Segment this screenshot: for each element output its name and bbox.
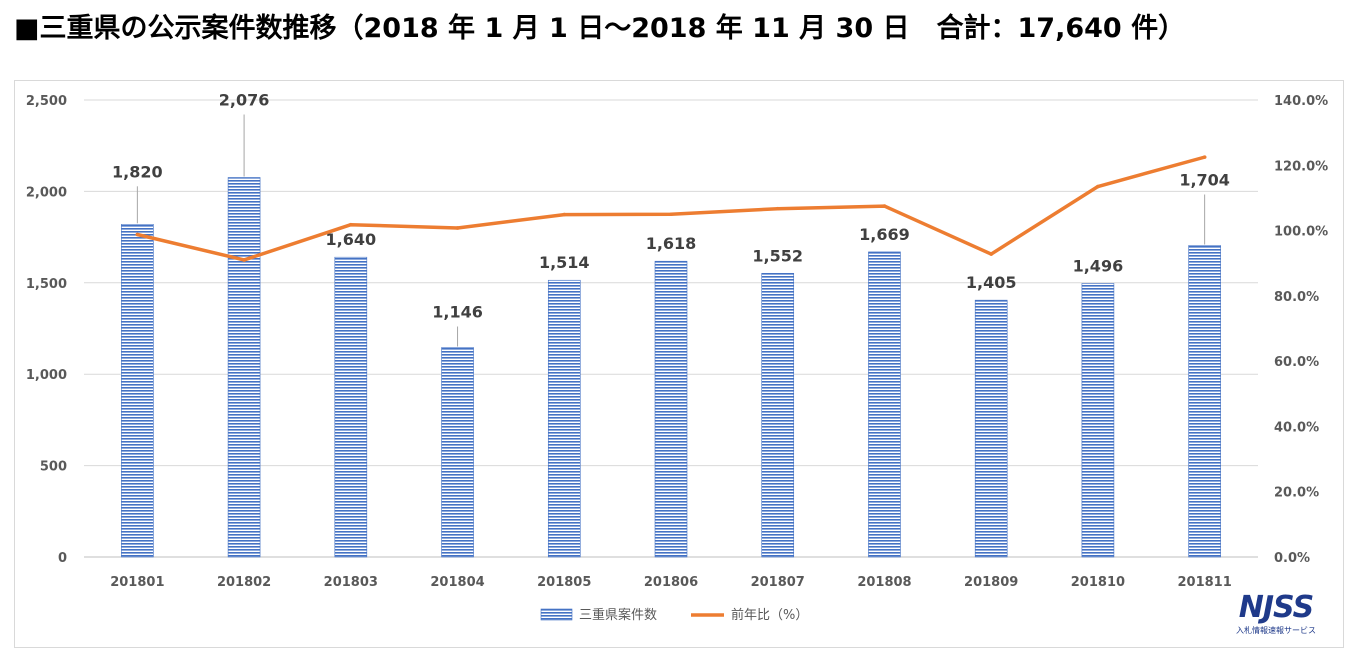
bar (227, 177, 261, 558)
chart-frame (14, 80, 1344, 648)
bar-value-label: 2,076 (219, 91, 270, 110)
bar (121, 224, 154, 558)
bar-value-label: 1,669 (859, 225, 910, 244)
bar (761, 272, 795, 558)
y-right-tick-label: 20.0% (1274, 486, 1319, 501)
line-point (669, 212, 673, 217)
bar (974, 299, 1008, 558)
x-tick-label: 201803 (324, 575, 378, 590)
y-right-tick-label: 0.0% (1274, 551, 1310, 566)
bar-value-label: 1,552 (752, 246, 803, 265)
bar-value-label: 1,405 (966, 273, 1017, 292)
y-right-tick-label: 40.0% (1274, 420, 1319, 435)
left-axis: 0 500 1,000 1,500 2,000 2,500 (26, 94, 67, 566)
y-left-tick-label: 2,500 (26, 94, 67, 109)
x-tick-label: 201805 (537, 575, 591, 590)
y-right-tick-label: 120.0% (1274, 159, 1328, 174)
label-leader-lines (136, 114, 1206, 347)
bar-value-label: 1,640 (326, 230, 377, 249)
x-axis: 201801 201802 201803 201804 201805 201806 2018… (110, 575, 1232, 590)
line-point (349, 222, 353, 227)
bar (334, 256, 368, 558)
bar-value-label: 1,618 (646, 234, 697, 253)
y-left-tick-label: 0 (58, 551, 67, 566)
bar-value-label: 1,820 (112, 162, 163, 181)
x-tick-label: 201804 (430, 575, 484, 590)
y-left-tick-label: 500 (40, 460, 67, 475)
bar (547, 279, 581, 558)
bar (1081, 283, 1115, 558)
line-point (1096, 184, 1100, 189)
line-point (1202, 155, 1207, 159)
bar-value-label: 1,146 (432, 303, 483, 322)
x-tick-label: 201806 (644, 575, 698, 590)
njss-logo: NJSS 入札情報速報サービス (1222, 592, 1330, 644)
logo-subtitle: 入札情報速報サービス (1236, 626, 1316, 635)
x-tick-label: 201810 (1071, 575, 1125, 590)
line-point (562, 212, 567, 217)
bar-series (121, 177, 1221, 558)
bar-value-label: 1,704 (1179, 171, 1230, 190)
x-tick-label: 201811 (1177, 575, 1231, 590)
line-point (135, 232, 140, 237)
page-title: ■三重県の公示案件数推移（2018 年 1 月 1 日～2018 年 11 月 … (14, 13, 1186, 44)
line-series (135, 155, 1207, 262)
legend-label: 前年比（%） (731, 607, 808, 623)
right-axis: 0.0% 20.0% 40.0% 60.0% 80.0% 100.0% 120.0% 140.… (1274, 94, 1328, 566)
legend-label: 三重県案件数 (579, 607, 657, 623)
bar (441, 347, 474, 558)
x-tick-label: 201802 (217, 575, 271, 590)
x-tick-label: 201809 (964, 575, 1018, 590)
line-point (989, 252, 993, 256)
x-tick-label: 201801 (110, 575, 164, 590)
y-left-tick-label: 2,000 (26, 185, 67, 200)
line-point (775, 206, 780, 211)
line-point (455, 226, 460, 230)
y-right-tick-label: 80.0% (1274, 290, 1319, 305)
bar-value-label: 1,496 (1073, 257, 1124, 276)
data-labels: 1,820 2,076 1,640 1,146 1,514 1,618 1,552 1,669… (112, 91, 1230, 322)
bar (1188, 245, 1221, 558)
line-point (882, 204, 887, 208)
y-left-tick-label: 1,000 (26, 368, 67, 383)
bar-value-label: 1,514 (539, 253, 590, 272)
legend: 三重県案件数 前年比（%） (540, 607, 808, 623)
y-right-tick-label: 60.0% (1274, 355, 1319, 370)
legend-swatch-bar (540, 608, 573, 621)
x-tick-label: 201808 (857, 575, 911, 590)
y-right-tick-label: 140.0% (1274, 94, 1328, 109)
bar (868, 251, 901, 558)
logo-text: NJSS (1238, 590, 1314, 625)
y-left-tick-label: 1,500 (26, 277, 67, 292)
x-tick-label: 201807 (751, 575, 805, 590)
y-right-tick-label: 100.0% (1274, 225, 1328, 240)
bar (654, 260, 688, 558)
line-point (242, 258, 246, 262)
